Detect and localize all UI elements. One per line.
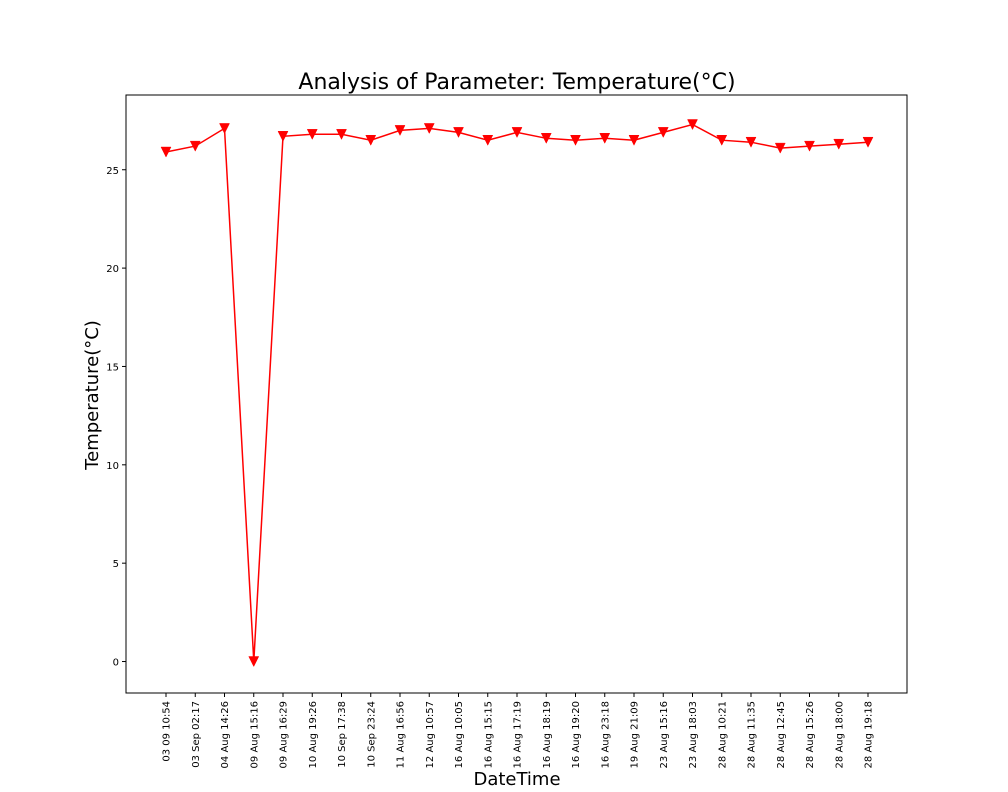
x-tick-label: 28 Aug 11:35 bbox=[747, 701, 758, 768]
x-tick-label: 16 Aug 18:19 bbox=[542, 701, 553, 768]
x-tick-label: 04 Aug 14:26 bbox=[220, 701, 231, 768]
y-tick-label: 0 bbox=[113, 658, 119, 669]
data-point-marker bbox=[687, 119, 698, 131]
y-axis-label: Temperature(°C) bbox=[82, 320, 103, 471]
data-point-marker bbox=[540, 133, 552, 144]
data-point-marker bbox=[160, 146, 172, 158]
x-tick-label: 28 Aug 10:21 bbox=[717, 701, 728, 768]
data-point-marker bbox=[774, 142, 786, 154]
data-point-marker bbox=[862, 136, 874, 148]
data-point-marker bbox=[657, 127, 669, 138]
y-tick-label: 20 bbox=[106, 264, 119, 275]
x-tick-label: 19 Aug 21:09 bbox=[630, 701, 641, 768]
x-tick-label: 12 Aug 10:57 bbox=[425, 701, 436, 768]
y-tick-label: 5 bbox=[113, 559, 119, 570]
data-point-marker bbox=[599, 133, 611, 144]
data-point-marker bbox=[248, 656, 260, 668]
x-tick-label: 11 Aug 16:56 bbox=[396, 701, 407, 768]
data-point-marker bbox=[277, 131, 289, 142]
data-point-marker bbox=[511, 127, 523, 138]
data-point-marker bbox=[219, 123, 230, 134]
x-tick-label: 03 09 10:54 bbox=[162, 701, 173, 762]
x-tick-label: 23 Aug 15:16 bbox=[659, 701, 670, 768]
chart-title: Analysis of Parameter: Temperature(°C) bbox=[298, 70, 735, 95]
x-tick-label: 10 Sep 17:38 bbox=[337, 701, 348, 768]
x-tick-label: 28 Aug 12:45 bbox=[776, 701, 787, 768]
data-point-marker bbox=[306, 129, 318, 140]
data-point-marker bbox=[189, 140, 201, 152]
data-point-marker bbox=[628, 134, 640, 146]
x-tick-label: 16 Aug 19:20 bbox=[571, 701, 582, 768]
x-tick-label: 09 Aug 16:29 bbox=[279, 701, 290, 768]
data-point-marker bbox=[833, 138, 845, 150]
x-tick-label: 16 Aug 15:15 bbox=[483, 701, 494, 768]
data-point-marker bbox=[716, 134, 728, 146]
data-point-marker bbox=[394, 125, 406, 136]
y-tick-label: 15 bbox=[106, 362, 119, 373]
x-tick-label: 16 Aug 23:18 bbox=[600, 701, 611, 768]
x-tick-label: 16 Aug 17:19 bbox=[513, 701, 524, 768]
x-tick-label: 28 Aug 18:00 bbox=[834, 701, 845, 768]
x-tick-label: 10 Aug 19:26 bbox=[308, 701, 319, 768]
x-tick-label: 16 Aug 10:05 bbox=[454, 701, 465, 768]
x-tick-label: 10 Sep 23:24 bbox=[366, 701, 377, 768]
data-point-marker bbox=[336, 129, 347, 140]
data-point-marker bbox=[365, 134, 377, 146]
data-point-marker bbox=[570, 134, 581, 146]
x-tick-label: 03 Sep 02:17 bbox=[191, 701, 202, 768]
x-tick-label: 09 Aug 15:16 bbox=[249, 701, 260, 768]
x-tick-label: 28 Aug 19:18 bbox=[864, 701, 875, 768]
x-axis-label: DateTime bbox=[473, 769, 560, 790]
data-point-marker bbox=[804, 140, 815, 152]
y-tick-label: 25 bbox=[106, 166, 119, 177]
plot-frame bbox=[125, 94, 908, 694]
data-point-marker bbox=[745, 136, 757, 148]
plot-area: 0 5 10 15 20 25 03 09 10:54 03 Sep 02:17 04 Aug … bbox=[106, 94, 908, 768]
x-tick-label: 28 Aug 15:26 bbox=[805, 701, 816, 768]
data-point-marker bbox=[482, 134, 494, 146]
y-tick-label: 10 bbox=[106, 461, 119, 472]
data-point-marker bbox=[453, 127, 464, 138]
data-point-marker bbox=[423, 123, 435, 134]
x-tick-label: 23 Aug 18:03 bbox=[688, 701, 699, 768]
series-line bbox=[165, 123, 869, 662]
